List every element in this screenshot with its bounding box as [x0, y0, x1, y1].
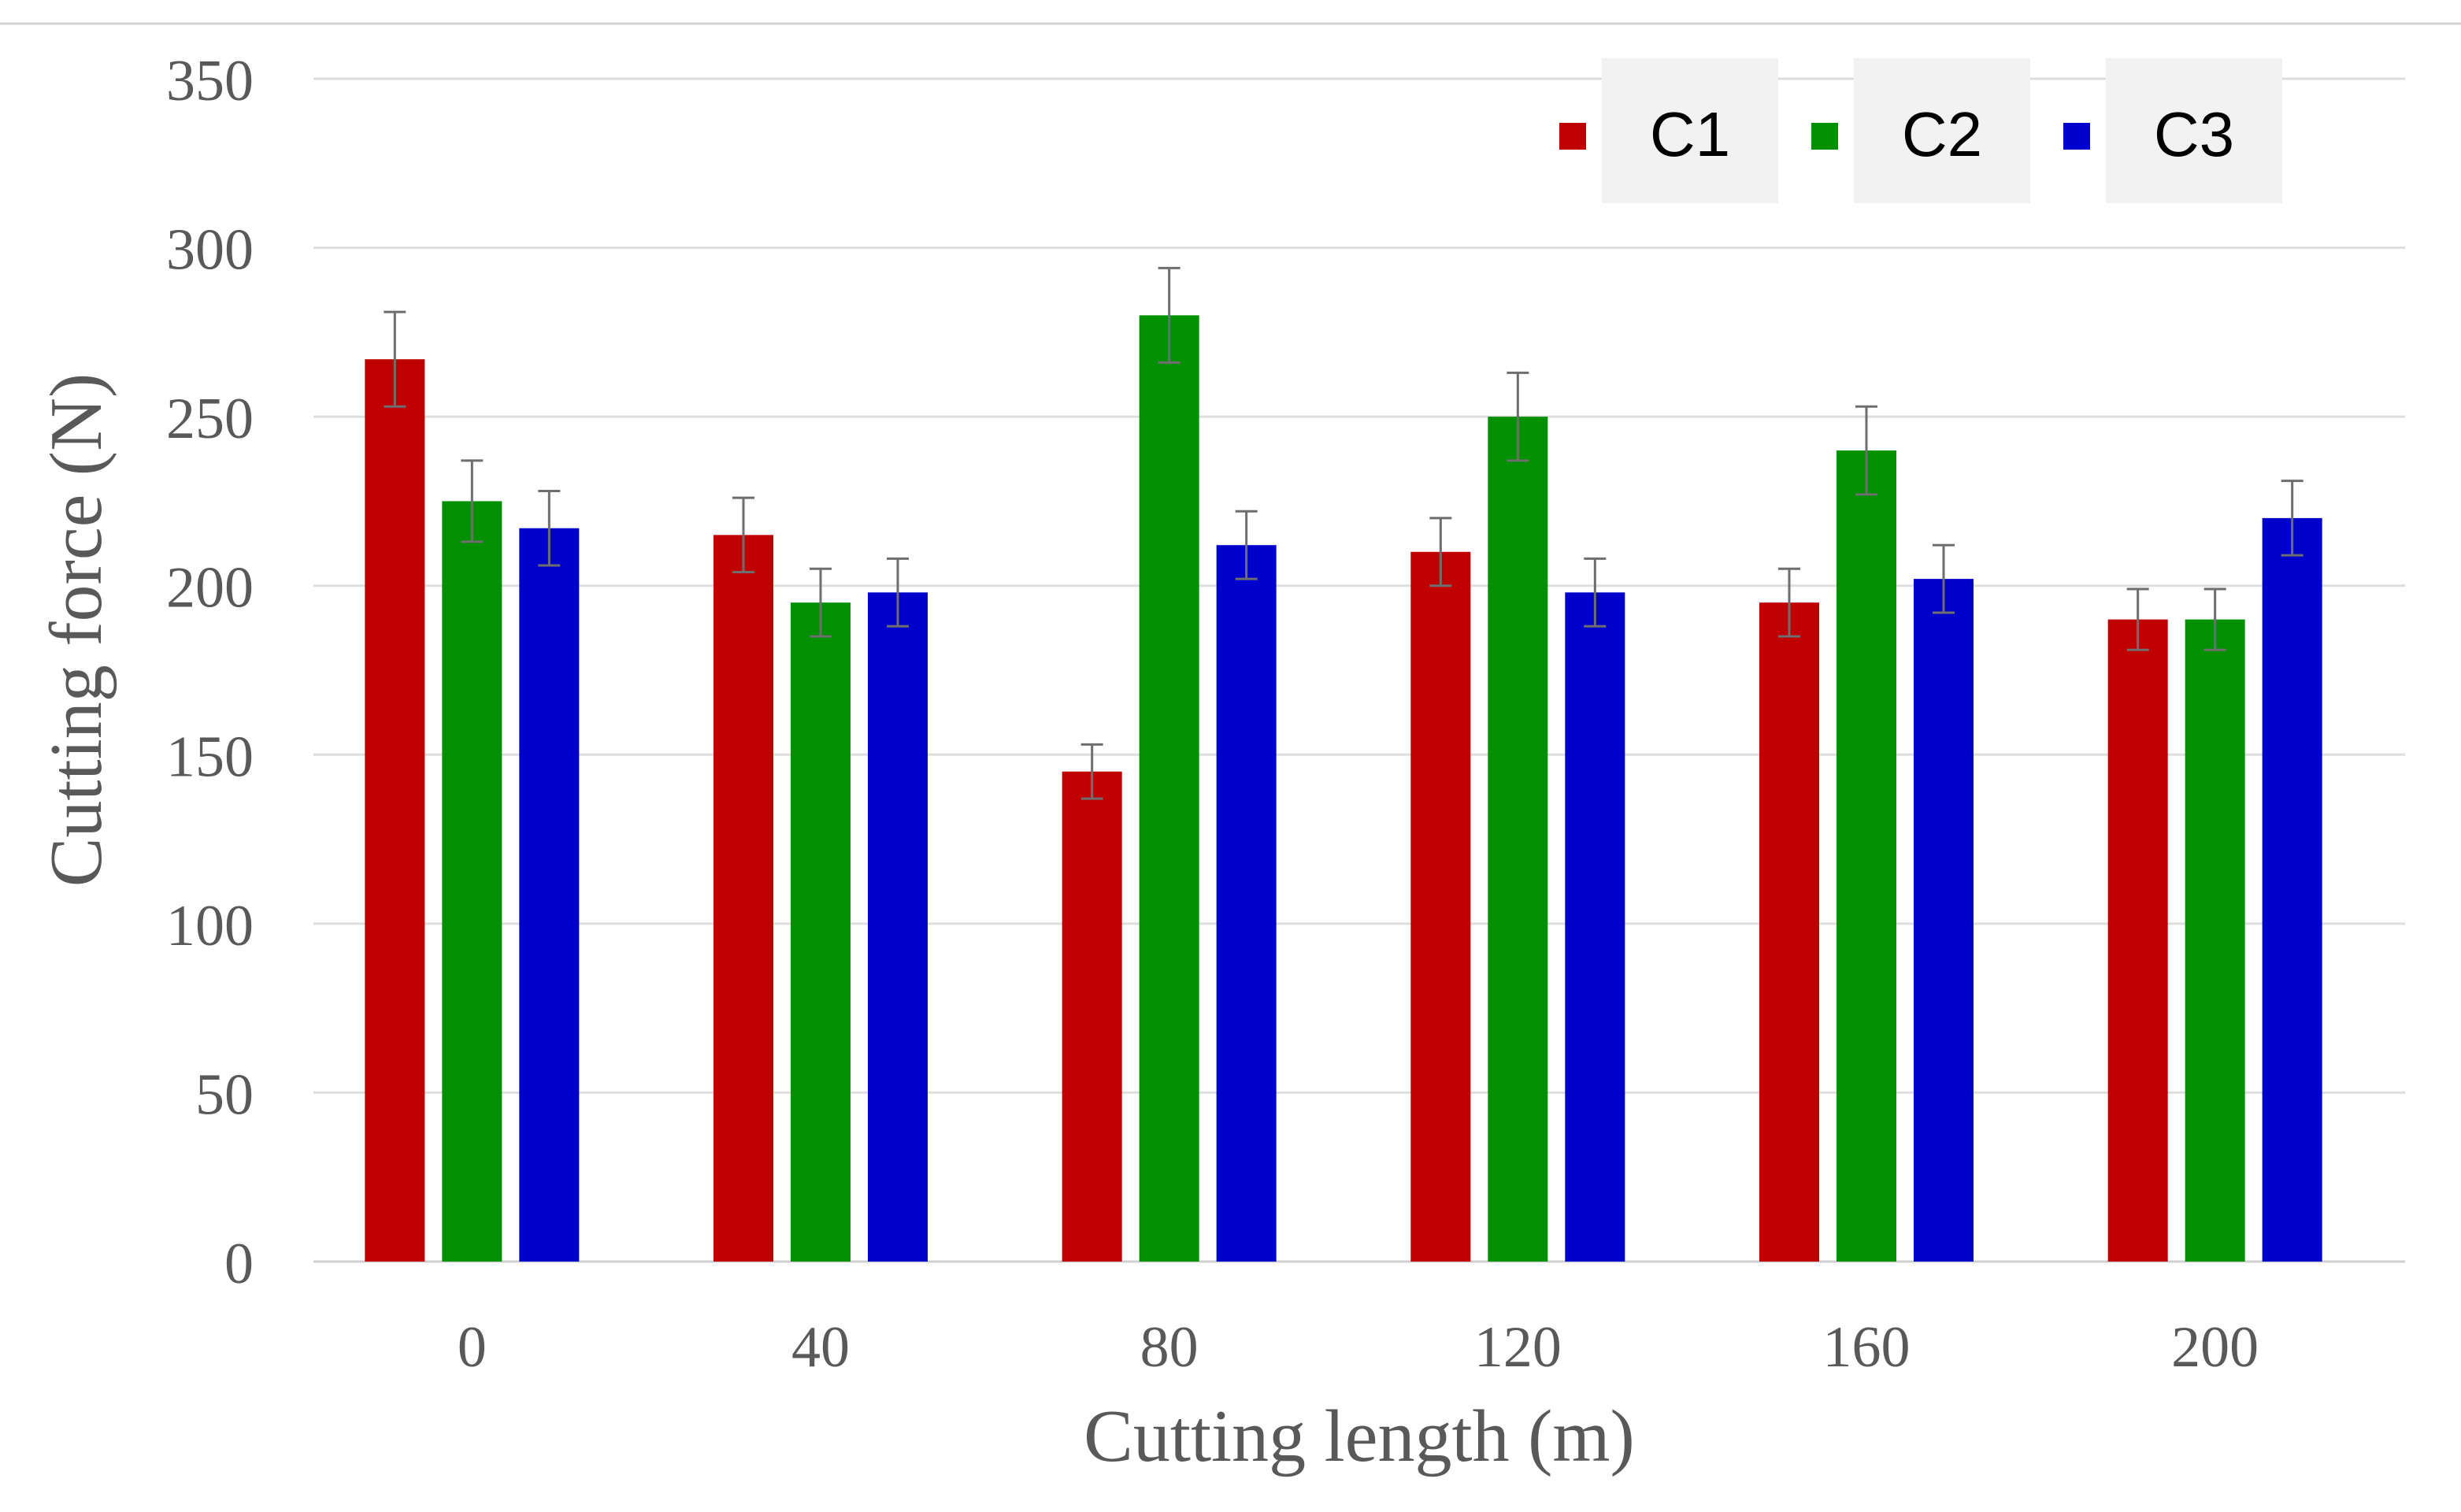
error-bar-c3-0 [538, 490, 561, 567]
bar-c1-40 [713, 535, 773, 1262]
bar-c2-160 [1836, 450, 1896, 1262]
legend-item-c1: C1 [1559, 58, 1778, 203]
legend-box [1602, 58, 1778, 203]
error-bar-c3-160 [1933, 543, 1955, 614]
error-bar-c1-120 [1429, 517, 1452, 587]
x-tick-label: 80 [1140, 1315, 1199, 1380]
error-bar-c1-80 [1080, 743, 1103, 800]
legend-label: C1 [1650, 99, 1730, 169]
bar-c1-120 [1410, 551, 1471, 1262]
y-axis-label: Cutting force (N) [35, 373, 117, 888]
x-tick-label: 200 [2171, 1315, 2259, 1380]
legend-item-c2: C2 [1811, 58, 2030, 203]
y-tick-labels: 0 50 100 150 200 250 300 350 [166, 49, 254, 1296]
error-bar-c2-80 [1158, 266, 1180, 364]
bars [365, 315, 2322, 1262]
x-tick-label: 120 [1474, 1315, 1562, 1380]
bar-c3-120 [1565, 592, 1625, 1262]
error-bar-c1-160 [1778, 567, 1800, 638]
y-tick-label: 150 [166, 724, 254, 789]
error-bar-c1-40 [732, 496, 754, 574]
bar-c2-0 [442, 501, 502, 1262]
bar-c1-0 [365, 359, 425, 1262]
error-bar-c2-120 [1507, 371, 1529, 462]
y-tick-label: 0 [224, 1232, 254, 1296]
bar-c2-200 [2185, 619, 2245, 1262]
bar-c2-80 [1139, 315, 1199, 1262]
legend-label: C3 [2154, 99, 2234, 169]
legend-swatch-c2 [1811, 123, 1838, 150]
bar-c3-0 [519, 528, 580, 1262]
error-bar-c3-200 [2281, 480, 2303, 557]
legend-swatch-c1 [1559, 123, 1586, 150]
legend-box [1854, 58, 2030, 203]
error-bar-c3-120 [1584, 557, 1607, 628]
y-tick-label: 200 [166, 556, 254, 621]
error-bar-c1-0 [384, 310, 406, 408]
error-bar-c2-160 [1855, 405, 1877, 496]
y-tick-label: 100 [166, 894, 254, 958]
x-axis-label: Cutting length (m) [1084, 1395, 1635, 1477]
y-tick-label: 300 [166, 218, 254, 283]
x-tick-label: 0 [458, 1315, 487, 1380]
legend-item-c3: C3 [2063, 58, 2282, 203]
bar-c1-80 [1062, 771, 1122, 1262]
x-tick-label: 160 [1823, 1315, 1911, 1380]
bar-c1-160 [1759, 602, 1819, 1262]
error-bar-c3-40 [887, 557, 909, 628]
error-bar-c2-0 [461, 459, 484, 543]
error-bar-c2-40 [810, 567, 832, 638]
bar-c1-200 [2107, 619, 2168, 1262]
legend-box [2106, 58, 2282, 203]
error-bar-c3-80 [1235, 510, 1258, 580]
legend-swatch-c3 [2063, 123, 2090, 150]
bar-c3-200 [2262, 517, 2322, 1262]
error-bar-c2-200 [2203, 587, 2226, 651]
error-bar-c1-200 [2126, 587, 2149, 651]
bar-c2-40 [791, 602, 851, 1262]
bar-c3-160 [1914, 579, 1974, 1262]
y-tick-label: 250 [166, 387, 254, 451]
x-tick-labels: 0 40 80 120 160 200 [458, 1315, 2259, 1380]
legend: C1 C2 C3 [1559, 58, 2282, 203]
y-tick-label: 350 [166, 49, 254, 113]
x-tick-label: 40 [791, 1315, 850, 1380]
gridlines [313, 77, 2405, 1263]
y-tick-label: 50 [195, 1062, 254, 1127]
bar-c3-40 [868, 592, 928, 1262]
bar-c3-80 [1216, 545, 1277, 1262]
error-bars [384, 266, 2303, 800]
legend-label: C2 [1902, 99, 1982, 169]
bar-c2-120 [1488, 417, 1548, 1262]
